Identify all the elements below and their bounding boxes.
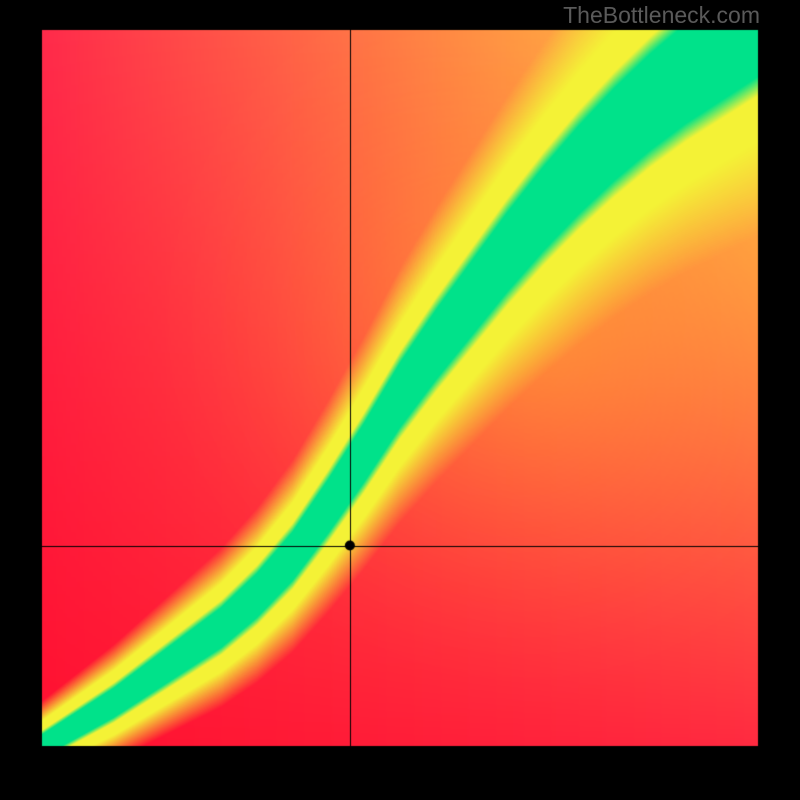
watermark-text: TheBottleneck.com — [563, 2, 760, 29]
chart-container: TheBottleneck.com — [0, 0, 800, 800]
bottleneck-heatmap — [0, 0, 800, 800]
